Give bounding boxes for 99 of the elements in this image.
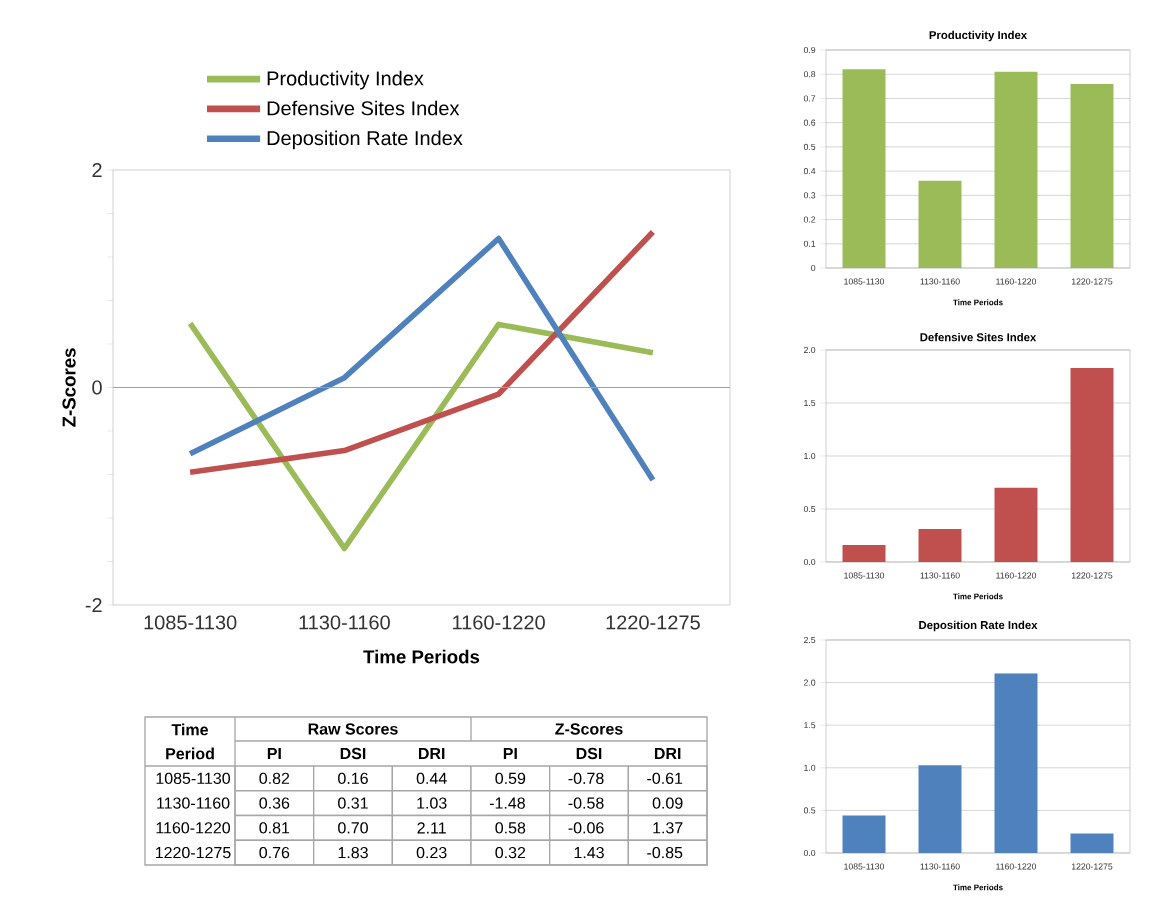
y-tick-label: 0.8 — [803, 71, 816, 78]
y-tick-label: 1085-1130 — [156, 772, 231, 785]
data-label: 0.70 — [338, 822, 368, 834]
y-tick-label: 1.0 — [804, 452, 816, 460]
chart-title: Defensive Sites Index — [920, 332, 1037, 342]
bar — [1070, 368, 1114, 562]
x-tick-label: 1160-1220 — [996, 863, 1037, 870]
y-tick-label: 0.3 — [803, 192, 816, 199]
data-label: 0.82 — [259, 772, 290, 785]
data-label: 0.31 — [338, 797, 368, 809]
x-tick-label: DSI — [576, 747, 602, 760]
x-axis-title: Time Periods — [363, 649, 480, 664]
y-tick-label: 0 — [92, 380, 102, 395]
y-tick-label: 0.2 — [803, 216, 816, 223]
data-label: -0.61 — [647, 772, 683, 785]
bar — [918, 765, 962, 853]
x-tick-label: 1130-1160 — [920, 572, 960, 579]
bar — [1070, 83, 1114, 268]
bar — [842, 69, 886, 268]
data-label: 0.59 — [495, 772, 526, 785]
x-tick-label: 1085-1130 — [844, 863, 885, 870]
legend-label: Deposition Rate Index — [267, 130, 463, 150]
x-tick-label: 1220-1275 — [1071, 278, 1113, 285]
x-tick-label: DRI — [418, 747, 445, 759]
y-tick-label: 0.0 — [803, 558, 816, 566]
y-tick-label: 1.0 — [804, 764, 816, 771]
y-axis-title: Time Period — [166, 723, 214, 760]
y-tick-label: 0.5 — [803, 505, 816, 513]
data-label: 0.76 — [259, 846, 290, 859]
legend-label: Defensive Sites Index — [267, 100, 460, 116]
data-label: 0.81 — [259, 822, 290, 834]
data-label: 1.03 — [417, 797, 447, 809]
data-label: -0.85 — [647, 846, 683, 859]
x-tick-label: 1085-1130 — [844, 572, 885, 579]
text: Z-Scores — [555, 723, 623, 735]
y-tick-label: 0.4 — [803, 168, 816, 175]
bar — [994, 487, 1038, 562]
y-tick-label: 2 — [92, 163, 102, 177]
y-tick-label: 1160-1220 — [156, 822, 231, 834]
bar — [1070, 833, 1114, 853]
data-label: 0.32 — [495, 846, 526, 859]
data-label: 0.36 — [259, 797, 290, 809]
chart-title: Deposition Rate Index — [919, 620, 1038, 632]
y-tick-label: 0.0 — [803, 849, 816, 857]
y-tick-label: 1.5 — [804, 722, 816, 729]
data-label: 0.23 — [416, 846, 447, 859]
x-axis-title: Time Periods — [953, 299, 1003, 306]
data-label: 0.44 — [416, 772, 447, 785]
text: Raw Scores — [308, 723, 398, 735]
data-label: 1.43 — [574, 846, 604, 859]
data-label: -0.78 — [568, 772, 604, 785]
y-axis-title: Z-Scores — [62, 348, 76, 427]
x-tick-label: PI — [267, 747, 281, 759]
x-tick-label: 1085-1130 — [844, 278, 885, 285]
y-tick-label: 2.5 — [804, 636, 816, 644]
y-tick-label: 0.1 — [803, 240, 816, 247]
data-label: 2.11 — [417, 822, 446, 834]
x-axis-title: Time Periods — [953, 593, 1003, 600]
x-tick-label: 1130-1160 — [299, 615, 390, 630]
y-tick-label: 1130-1160 — [157, 797, 230, 809]
y-tick-label: 2.0 — [804, 679, 816, 686]
bar — [918, 529, 962, 562]
bar — [994, 673, 1038, 853]
y-tick-label: 0.5 — [803, 807, 816, 814]
x-axis-title: Time Periods — [953, 884, 1003, 891]
bar — [918, 180, 962, 268]
x-tick-label: DSI — [340, 747, 366, 760]
data-label: -0.06 — [568, 822, 604, 834]
x-tick-label: PI — [503, 747, 517, 759]
x-tick-label: 1220-1275 — [1071, 863, 1113, 870]
x-tick-label: 1130-1160 — [920, 863, 960, 870]
legend-label: Productivity Index — [267, 70, 424, 90]
y-tick-label: 0.6 — [803, 119, 816, 126]
y-tick-label: 0.7 — [803, 95, 816, 102]
x-tick-label: 1220-1275 — [606, 615, 700, 630]
data-label: 0.09 — [652, 797, 683, 809]
bar — [842, 545, 886, 562]
y-tick-label: -2 — [85, 598, 102, 612]
x-tick-label: 1130-1160 — [920, 278, 960, 285]
x-tick-label: DRI — [654, 747, 681, 759]
y-tick-label: 0.5 — [803, 143, 816, 150]
data-label: -1.48 — [489, 797, 525, 809]
data-label: -0.58 — [568, 797, 604, 809]
x-tick-label: 1160-1220 — [453, 615, 545, 630]
y-tick-label: 0 — [811, 264, 816, 272]
data-label: 0.58 — [495, 822, 526, 834]
y-tick-label: 1.5 — [804, 399, 816, 407]
data-label: 1.83 — [338, 846, 368, 859]
bar — [842, 815, 886, 853]
y-tick-label: 1220-1275 — [155, 846, 231, 859]
x-tick-label: 1160-1220 — [996, 572, 1037, 579]
y-tick-label: 0.9 — [803, 46, 816, 54]
bar — [994, 71, 1038, 268]
chart-title: Productivity Index — [929, 30, 1028, 42]
x-tick-label: 1220-1275 — [1071, 572, 1113, 579]
data-label: 0.16 — [338, 772, 368, 785]
y-tick-label: 2.0 — [804, 346, 816, 354]
data-label: 1.37 — [653, 822, 683, 834]
x-tick-label: 1160-1220 — [996, 278, 1037, 285]
